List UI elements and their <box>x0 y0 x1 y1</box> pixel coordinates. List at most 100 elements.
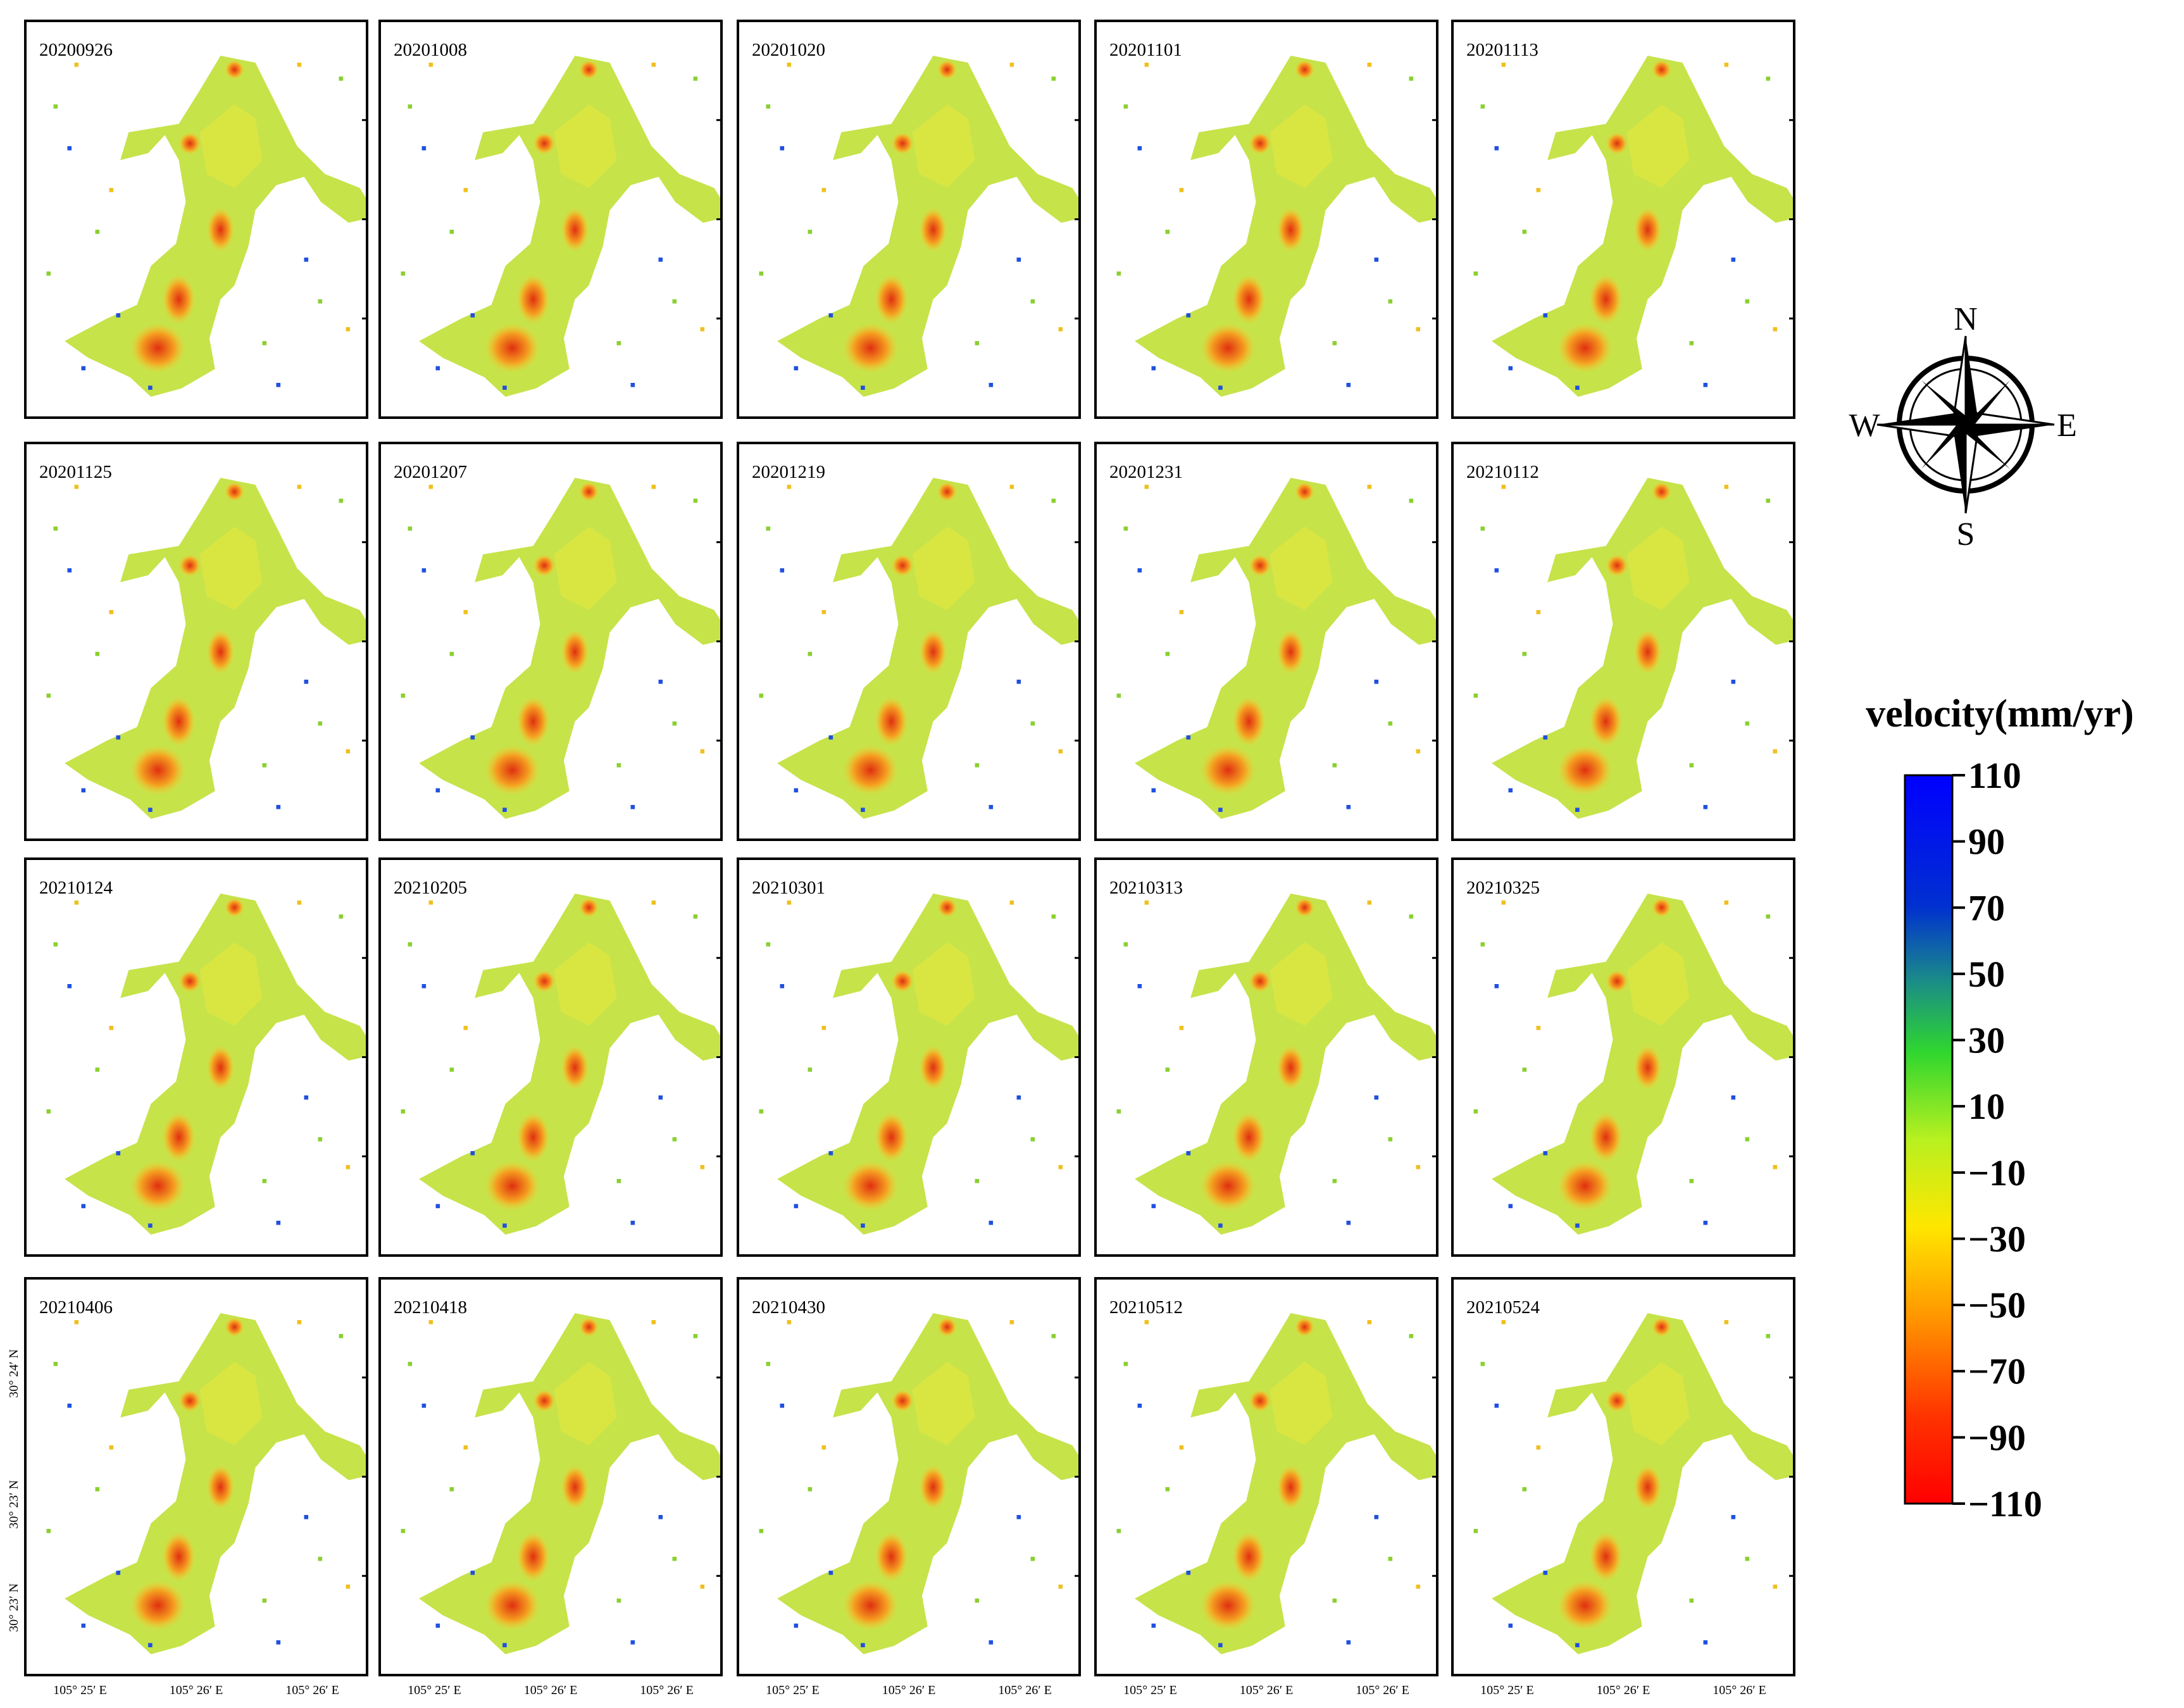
map-image <box>1473 478 1794 819</box>
map-panel: 20201231 <box>1094 442 1438 841</box>
panel-date: 20210512 <box>1109 1297 1183 1318</box>
colorbar-tick-label: −90 <box>1968 1417 2026 1458</box>
map-image <box>1116 1313 1437 1654</box>
panel-date: 20201008 <box>394 40 467 60</box>
panel-date: 20201101 <box>1109 40 1182 60</box>
map-panel: 20201219 <box>737 442 1081 841</box>
map-image <box>1116 894 1437 1235</box>
panel-date: 20210301 <box>752 878 825 898</box>
map-panel: 20201207 <box>378 442 723 841</box>
lon-label: 105° 25′ E <box>766 1683 820 1697</box>
map-panel: 20201020 <box>737 20 1081 419</box>
map-image <box>401 56 721 397</box>
map-image <box>1116 478 1437 819</box>
compass-e: E <box>2057 408 2077 444</box>
panel-date: 20201113 <box>1466 40 1538 60</box>
colorbar-tick-label: 50 <box>1968 954 2005 995</box>
map-image <box>759 478 1080 819</box>
compass-n: N <box>1954 301 1978 337</box>
map-image <box>1473 1313 1794 1654</box>
colorbar-tick-label: −50 <box>1968 1285 2026 1326</box>
map-image <box>1473 56 1794 397</box>
lon-label: 105° 26′ E <box>640 1683 694 1697</box>
panel-date: 20210124 <box>39 878 113 898</box>
compass-s: S <box>1957 516 1975 552</box>
map-panel: 20210406 105° 25′ E 105° 26′ E 105° 26′ E 30… <box>7 1277 368 1697</box>
map-image <box>401 1313 721 1654</box>
map-panel: 20210301 <box>737 857 1081 1257</box>
panel-date: 20200926 <box>39 40 113 60</box>
lon-label: 105° 26′ E <box>285 1683 339 1697</box>
lon-label: 105° 26′ E <box>1240 1683 1294 1697</box>
compass-w: W <box>1849 408 1880 444</box>
lon-label: 105° 26′ E <box>1713 1683 1766 1697</box>
panel-date: 20210524 <box>1466 1297 1540 1318</box>
map-panel: 20201113 <box>1451 20 1795 419</box>
colorbar-tick-label: 70 <box>1968 887 2005 928</box>
colorbar-tick-label: −70 <box>1968 1351 2026 1392</box>
panel-date: 20201219 <box>752 462 825 482</box>
map-panel: 20201125 <box>24 442 368 841</box>
lon-label: 105° 25′ E <box>1123 1683 1177 1697</box>
panel-grid: 20200926 20201008 20201020 20201101 20201113… <box>7 20 1795 1697</box>
legend-title: velocity(mm/yr) <box>1866 692 2133 735</box>
lon-label: 105° 26′ E <box>1597 1683 1650 1697</box>
colorbar-tick-label: 30 <box>1968 1020 2005 1061</box>
map-panel: 20210325 <box>1451 857 1795 1257</box>
map-panel: 20201101 <box>1094 20 1438 419</box>
map-panel: 20210430 105° 25′ E 105° 26′ E 105° 26′ E <box>737 1277 1081 1697</box>
map-image <box>759 894 1080 1235</box>
map-panel: 20200926 <box>24 20 368 419</box>
panel-date: 20210406 <box>39 1297 113 1318</box>
colorbar: velocity(mm/yr) 110 90 70 50 30 10 −10 −30 −50 −70… <box>1866 692 2133 1524</box>
lat-label: 30° 23′ N <box>7 1480 21 1529</box>
map-image <box>46 56 367 397</box>
panel-date: 20201231 <box>1109 462 1183 482</box>
map-panel: 20210112 <box>1451 442 1795 841</box>
lat-label: 30° 23′ N <box>7 1583 21 1632</box>
panel-date: 20201125 <box>39 462 112 482</box>
colorbar-ramp <box>1904 774 1954 1505</box>
colorbar-tick-label: 110 <box>1968 755 2021 796</box>
map-panel: 20210124 <box>24 857 368 1257</box>
panel-date: 20210313 <box>1109 878 1183 898</box>
map-image <box>46 894 367 1235</box>
lon-label: 105° 25′ E <box>53 1683 107 1697</box>
colorbar-tick-label: 90 <box>1968 821 2005 863</box>
lat-label: 30° 24′ N <box>7 1349 21 1398</box>
lon-label: 105° 25′ E <box>408 1683 461 1697</box>
lon-label: 105° 26′ E <box>170 1683 223 1697</box>
map-panel: 20210313 <box>1094 857 1438 1257</box>
panel-date: 20210205 <box>394 878 467 898</box>
panel-date: 20210418 <box>394 1297 467 1318</box>
panel-date: 20210325 <box>1466 878 1540 898</box>
map-image <box>1116 56 1437 397</box>
panel-date: 20201207 <box>394 462 467 482</box>
map-image <box>401 478 721 819</box>
panel-date: 20201020 <box>752 40 825 60</box>
colorbar-tick-label: −10 <box>1968 1152 2026 1194</box>
map-image <box>1473 894 1794 1235</box>
map-panel: 20210524 105° 25′ E 105° 26′ E 105° 26′ E <box>1451 1277 1795 1697</box>
map-image <box>759 1313 1080 1654</box>
map-image <box>401 894 721 1235</box>
map-panel: 20210418 105° 25′ E 105° 26′ E 105° 26′ E <box>378 1277 723 1697</box>
map-panel: 20210205 <box>378 857 723 1257</box>
map-image <box>46 478 367 819</box>
colorbar-tick-label: −110 <box>1968 1483 2042 1524</box>
compass: N S E W <box>1849 301 2076 552</box>
colorbar-tick-label: 10 <box>1968 1086 2005 1127</box>
lon-label: 105° 26′ E <box>882 1683 936 1697</box>
lon-label: 105° 26′ E <box>998 1683 1052 1697</box>
map-panel: 20210512 105° 25′ E 105° 26′ E 105° 26′ E <box>1094 1277 1438 1697</box>
panel-date: 20210430 <box>752 1297 825 1318</box>
map-panel: 20201008 <box>378 20 723 419</box>
map-image <box>759 56 1080 397</box>
lon-label: 105° 26′ E <box>1356 1683 1409 1697</box>
colorbar-tick-label: −30 <box>1968 1218 2026 1259</box>
panel-date: 20210112 <box>1466 462 1539 482</box>
lon-label: 105° 26′ E <box>524 1683 578 1697</box>
map-image <box>46 1313 367 1654</box>
lon-label: 105° 25′ E <box>1480 1683 1534 1697</box>
